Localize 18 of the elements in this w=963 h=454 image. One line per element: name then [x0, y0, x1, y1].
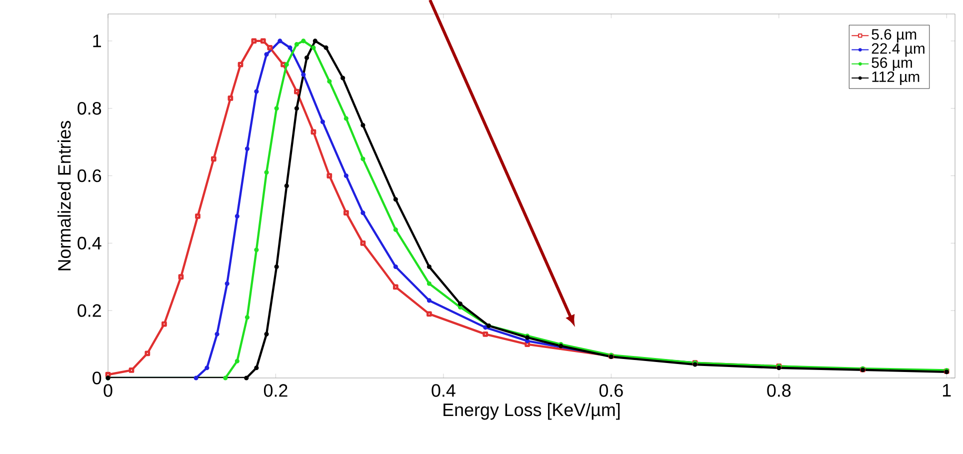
y-tick-label: 0.4 — [78, 236, 102, 250]
x-axis-title: Energy Loss [KeV/µm] — [444, 403, 620, 420]
x-tick-label: 0.2 — [264, 384, 288, 397]
y-tick-label: 0 — [92, 372, 102, 384]
x-tick-label: 0 — [104, 384, 112, 397]
x-tick-label: 0.4 — [432, 384, 456, 397]
y-tick-label: 1 — [93, 34, 101, 48]
y-tick-label: 0.8 — [78, 102, 102, 115]
x-tick-label: 0.8 — [767, 384, 791, 397]
y-axis-title: Normalized Entries — [58, 120, 71, 270]
x-tick-label: 0.6 — [599, 384, 623, 397]
y-tick-label: 0.2 — [78, 304, 101, 317]
legend-label: 22.4 µm — [872, 43, 924, 57]
legend-label: 5.6 µm — [872, 29, 916, 43]
x-tick-label: 1 — [943, 384, 951, 396]
legend-label: 56 µm — [872, 57, 912, 71]
y-tick-label: 0.6 — [78, 169, 102, 182]
legend-label: 112 µm — [872, 71, 920, 85]
